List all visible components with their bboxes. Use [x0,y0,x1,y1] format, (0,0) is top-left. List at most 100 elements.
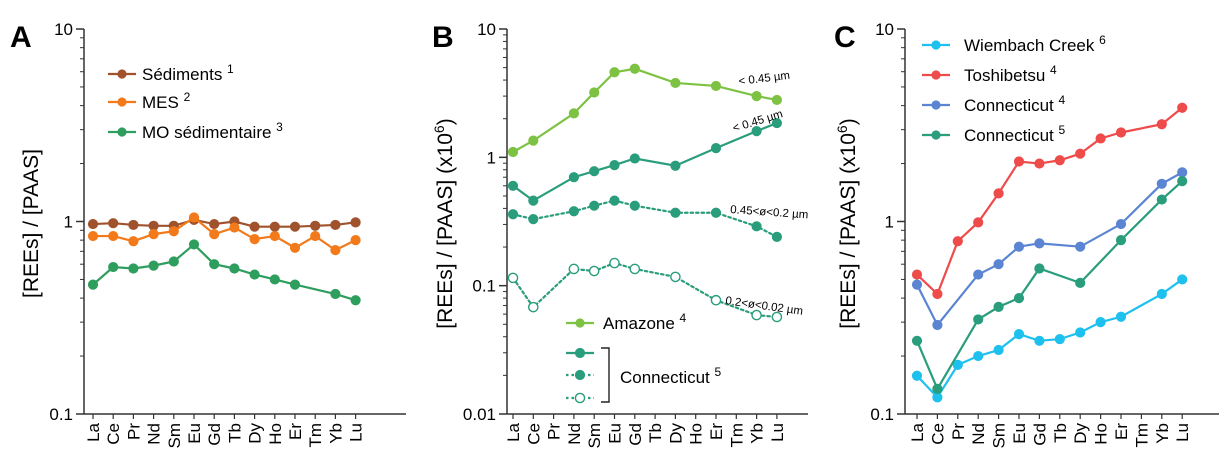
x-tick-label: Eu [185,423,204,444]
data-point [249,269,260,280]
y-tick-label: 0.01 [463,405,496,424]
data-point [710,207,722,218]
data-point [670,77,681,89]
series-1 [911,102,1188,300]
data-point [911,370,923,381]
data-point [1156,194,1167,205]
x-tick-label: Tm [1132,423,1151,448]
data-point [289,221,301,232]
legend-marker [574,347,586,359]
legend-marker [574,392,586,404]
data-point [269,274,280,285]
data-point [609,195,620,206]
legend-marker [117,69,127,79]
data-point [1034,158,1045,169]
data-point [1156,178,1167,189]
series-note: < 0.45 µm [738,70,791,88]
x-tick-label: Pr [949,423,968,440]
x-tick-label: Ho [266,423,285,445]
data-point [710,80,722,92]
y-tick-label: 0.1 [49,405,73,424]
y-axis-label: [REEs] / [PAAS] [20,149,43,298]
series-line [511,199,779,238]
x-tick-label: Er [707,423,726,440]
data-point [209,259,220,270]
x-tick-label: La [908,422,927,441]
data-point [310,230,321,242]
data-point [1034,263,1045,274]
series-note: 0.45<ø<0.2 µm [730,204,809,221]
data-point [710,294,722,306]
data-point [568,108,580,119]
data-point [911,279,923,290]
data-point [629,200,640,211]
data-point [911,335,923,346]
y-tick-label: 0.1 [870,405,894,424]
data-point [1013,329,1025,340]
series-line [511,261,779,319]
x-tick-label: Pr [545,423,564,440]
data-point [670,271,681,283]
data-point [1054,333,1065,345]
data-point [148,229,159,240]
data-point [1115,311,1127,322]
data-point [330,219,341,231]
data-point [128,236,139,247]
y-axis-label: [REEs] / [PAAS] (x106) [431,118,457,328]
data-point [568,206,580,217]
series-0 [507,63,783,158]
data-point [609,159,620,171]
data-point [1075,241,1086,252]
data-point [1177,176,1188,187]
x-tick-label: Lu [1173,423,1192,442]
legend-marker [931,40,941,50]
x-tick-label: Nd [565,423,584,445]
x-tick-label: Ce [524,423,543,445]
data-point [1034,335,1045,346]
data-point [310,220,321,231]
data-point [609,257,620,269]
x-tick-label: Dy [666,423,685,444]
data-point [629,263,641,275]
data-point [589,166,600,177]
x-tick-label: Ho [1092,423,1111,445]
data-point [771,231,783,242]
data-point [932,383,943,395]
data-point [528,135,539,146]
series-line [915,171,1184,328]
data-point [168,256,179,267]
legend-marker [931,70,941,80]
data-point [771,117,783,129]
x-tick-label: Tb [646,423,665,443]
data-point [528,301,539,313]
x-tick-label: Tm [306,423,325,448]
data-point [188,212,200,223]
legend-bracket [601,347,610,403]
x-tick-label: Gd [1030,423,1049,446]
series-3 [507,257,783,323]
data-point [108,261,119,273]
data-point [932,392,943,403]
data-point [609,67,620,78]
y-tick-label: 0.1 [472,277,496,296]
legend-label: MES 2 [142,90,191,112]
y-tick-label: 10 [477,20,496,39]
data-point [751,221,762,232]
x-tick-label: Lu [347,423,366,442]
data-point [1075,327,1086,338]
data-point [148,260,159,271]
series-line [915,180,1184,392]
y-tick-label: 1 [487,148,496,167]
data-point [87,279,99,290]
data-point [1095,133,1106,144]
data-point [670,160,681,171]
legend-marker [931,100,941,110]
x-tick-label: Eu [1010,423,1029,444]
data-point [1013,156,1025,167]
panel-letter: A [10,21,32,54]
data-point [629,63,640,74]
data-point [528,214,539,225]
x-tick-label: Sm [165,423,184,449]
x-tick-label: Gd [205,423,224,446]
panel-letter: C [834,21,856,54]
